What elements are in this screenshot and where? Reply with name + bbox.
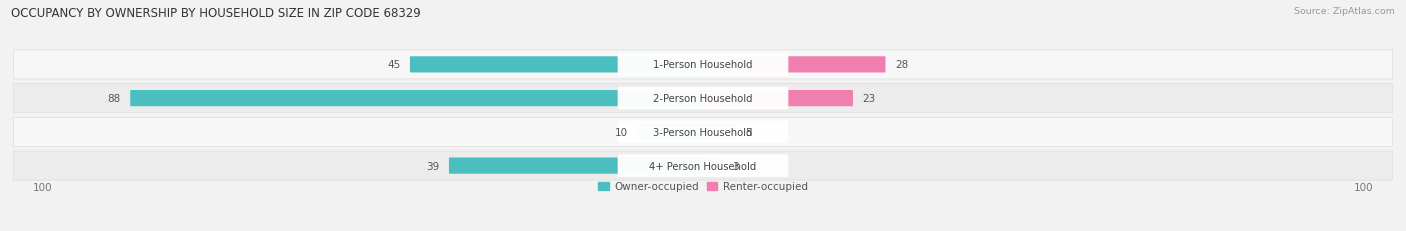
Text: 10: 10 [614, 127, 628, 137]
Text: Source: ZipAtlas.com: Source: ZipAtlas.com [1294, 7, 1395, 16]
Text: 3-Person Household: 3-Person Household [654, 127, 752, 137]
Text: 100: 100 [1354, 182, 1372, 192]
FancyBboxPatch shape [617, 54, 789, 76]
Text: OCCUPANCY BY OWNERSHIP BY HOUSEHOLD SIZE IN ZIP CODE 68329: OCCUPANCY BY OWNERSHIP BY HOUSEHOLD SIZE… [11, 7, 420, 20]
Legend: Owner-occupied, Renter-occupied: Owner-occupied, Renter-occupied [599, 182, 807, 192]
FancyBboxPatch shape [637, 124, 703, 140]
Text: 2-Person Household: 2-Person Household [654, 94, 752, 104]
FancyBboxPatch shape [703, 91, 853, 107]
Text: 4+ Person Household: 4+ Person Household [650, 161, 756, 171]
Text: 5: 5 [745, 127, 752, 137]
Text: 39: 39 [426, 161, 440, 171]
Text: 45: 45 [387, 60, 401, 70]
FancyBboxPatch shape [131, 91, 703, 107]
FancyBboxPatch shape [411, 57, 703, 73]
FancyBboxPatch shape [703, 124, 735, 140]
FancyBboxPatch shape [14, 84, 1392, 113]
Text: 88: 88 [108, 94, 121, 104]
FancyBboxPatch shape [14, 152, 1392, 180]
FancyBboxPatch shape [14, 118, 1392, 147]
FancyBboxPatch shape [617, 155, 789, 177]
Text: 3: 3 [733, 161, 740, 171]
FancyBboxPatch shape [703, 158, 723, 174]
Text: 28: 28 [894, 60, 908, 70]
FancyBboxPatch shape [617, 88, 789, 110]
FancyBboxPatch shape [14, 51, 1392, 79]
FancyBboxPatch shape [703, 57, 886, 73]
FancyBboxPatch shape [449, 158, 703, 174]
Text: 1-Person Household: 1-Person Household [654, 60, 752, 70]
Text: 100: 100 [34, 182, 52, 192]
FancyBboxPatch shape [617, 121, 789, 143]
Text: 23: 23 [862, 94, 876, 104]
